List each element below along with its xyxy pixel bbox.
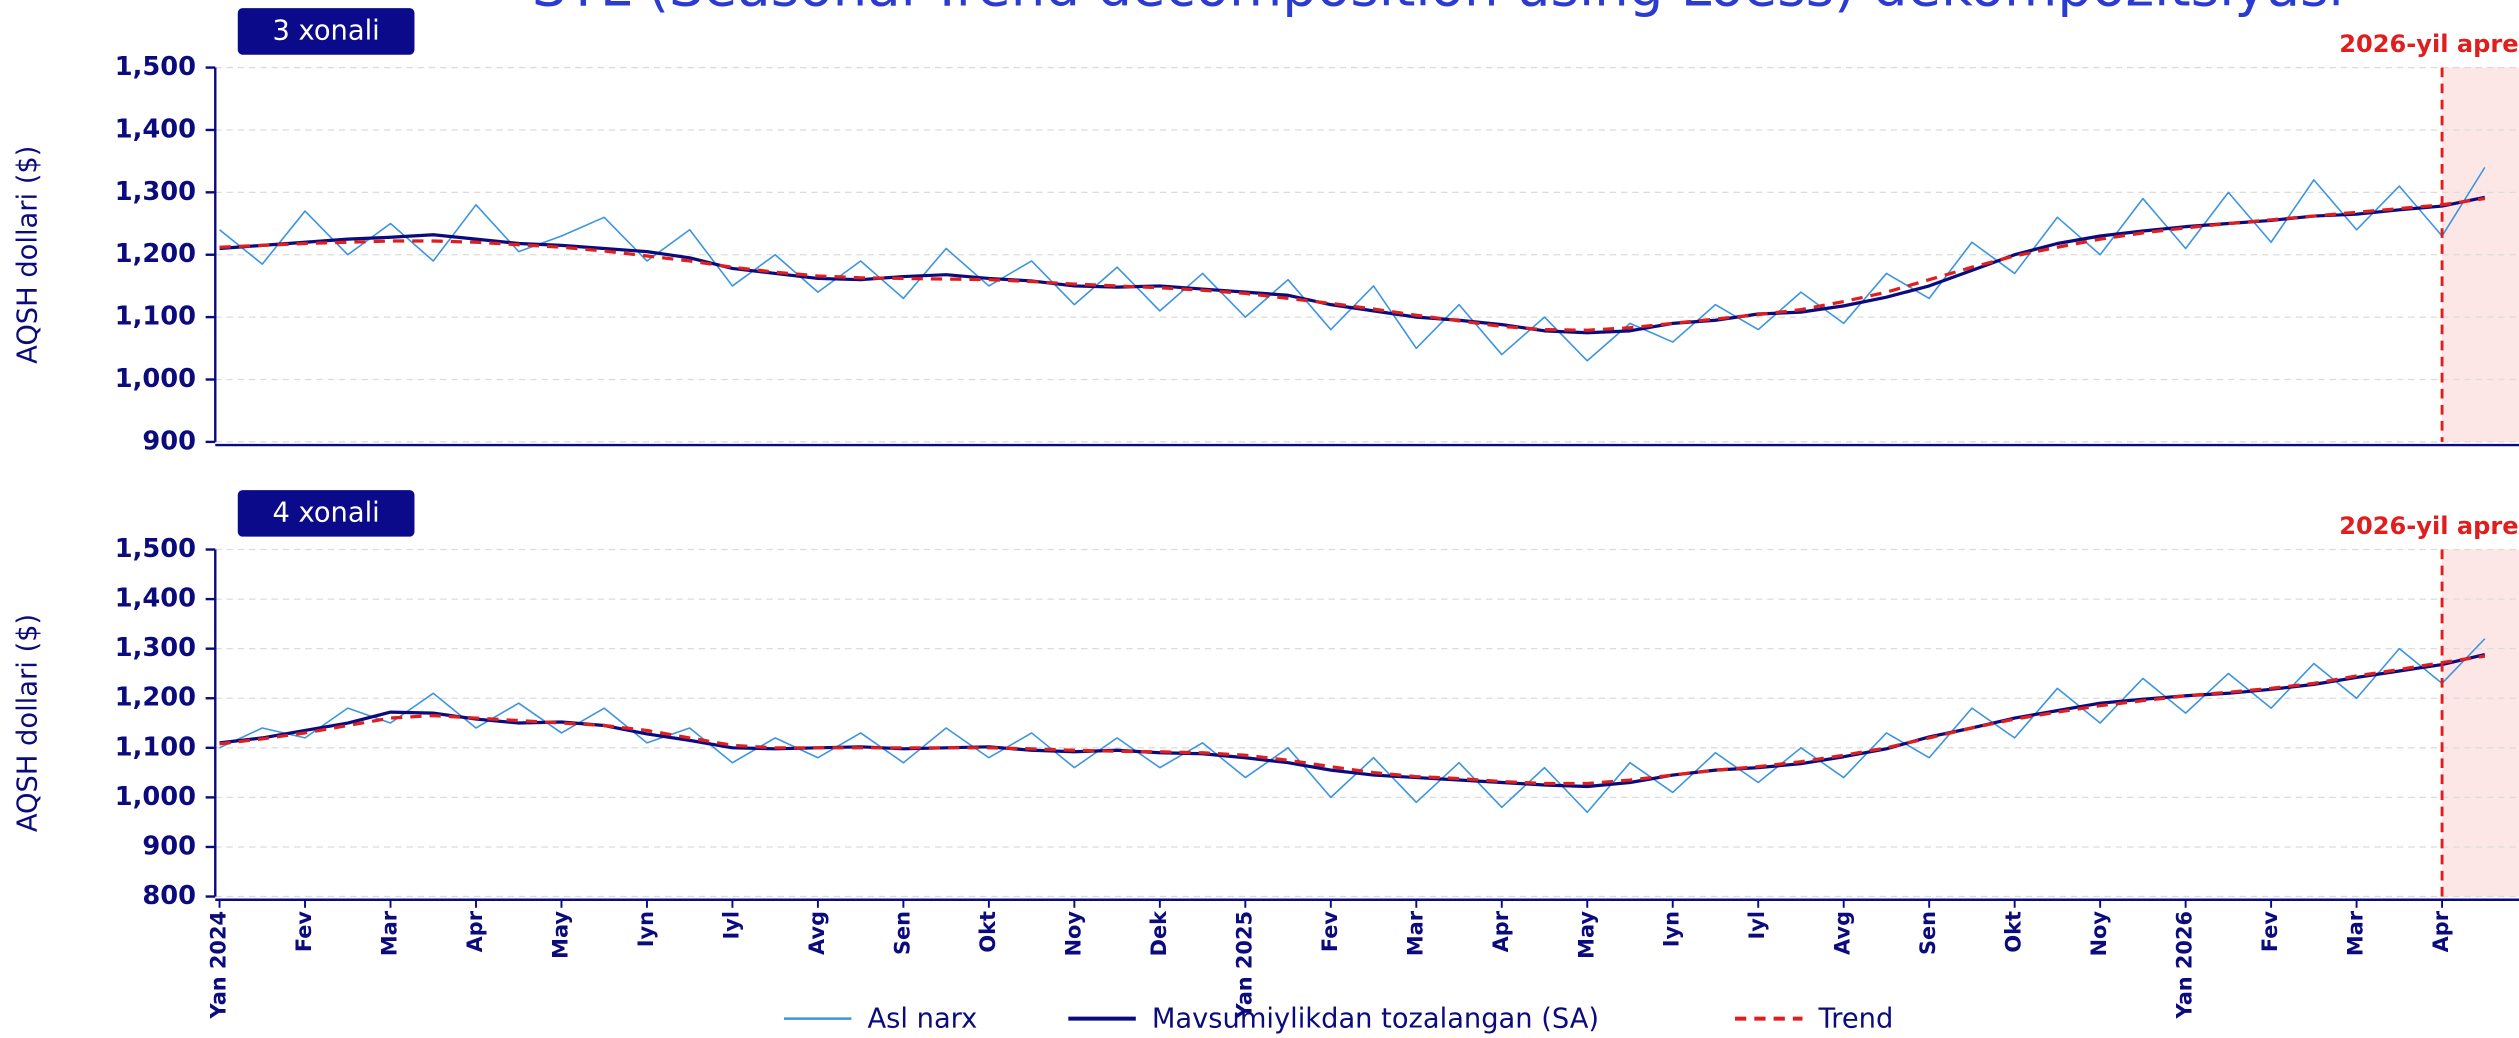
x-tick-label: Fev bbox=[2258, 911, 2282, 953]
panel-badge bbox=[237, 490, 415, 537]
x-tick-label: Mar bbox=[2344, 910, 2368, 956]
y-tick-label: 900 bbox=[142, 426, 196, 456]
x-tick-label: Noy bbox=[1061, 911, 1085, 957]
y-tick-label: 1,500 bbox=[115, 52, 196, 82]
y-tick-label: 1,100 bbox=[115, 732, 196, 762]
y-tick-label: 1,300 bbox=[115, 177, 196, 207]
x-tick-label: Yan 2026 bbox=[2173, 911, 2197, 1020]
x-tick-label: May bbox=[1574, 911, 1598, 959]
panel-title: 3 xonali bbox=[272, 16, 379, 47]
x-tick-label: Iyn bbox=[1660, 911, 1684, 947]
y-tick-label: 1,000 bbox=[115, 782, 196, 812]
legend-label: Mavsumiylikdan tozalangan (SA) bbox=[1152, 1004, 1599, 1035]
y-tick-label: 1,200 bbox=[115, 239, 196, 269]
y-tick-label: 1,000 bbox=[115, 364, 196, 394]
series-line bbox=[219, 166, 2486, 362]
x-tick-label: Sen bbox=[1916, 911, 1940, 955]
series-line bbox=[219, 653, 2486, 789]
y-tick-label: 800 bbox=[142, 881, 196, 911]
page-title: STL (Seasonal-Trend decomposition using … bbox=[532, 0, 2344, 19]
x-tick-label: Okt bbox=[976, 911, 1000, 953]
x-tick-label: Avg bbox=[805, 911, 829, 955]
y-tick-label: 1,300 bbox=[115, 633, 196, 663]
panel-title: 4 xonali bbox=[272, 498, 379, 529]
legend-label: Trend bbox=[1818, 1004, 1894, 1035]
series-line bbox=[219, 638, 2486, 814]
x-tick-label: Iyl bbox=[1745, 911, 1769, 940]
annotation-label: 2026-yil aprel bbox=[2339, 512, 2519, 540]
y-tick-label: 1,500 bbox=[115, 534, 196, 564]
forecast-shade bbox=[2442, 549, 2519, 897]
x-tick-label: Yan 2024 bbox=[207, 911, 231, 1020]
x-tick-label: Mar bbox=[378, 910, 402, 956]
x-tick-label: Avg bbox=[1831, 911, 1855, 955]
x-tick-label: Iyl bbox=[719, 911, 743, 940]
x-tick-label: Dek bbox=[1147, 910, 1171, 956]
x-tick-label: Fev bbox=[1318, 911, 1342, 953]
x-tick-label: Sen bbox=[890, 911, 914, 955]
x-tick-label: Yan 2025 bbox=[1232, 911, 1256, 1020]
x-tick-label: Apr bbox=[2429, 910, 2453, 952]
series-line bbox=[219, 195, 2486, 335]
annotation-label: 2026-yil aprel bbox=[2339, 30, 2519, 58]
x-tick-label: Fev bbox=[292, 911, 316, 953]
y-axis-label: AQSH dollari ($) bbox=[12, 614, 43, 832]
x-tick-label: Iyn bbox=[634, 911, 658, 947]
x-tick-label: Mar bbox=[1403, 910, 1427, 956]
x-tick-label: Okt bbox=[2002, 911, 2026, 953]
y-axis-label: AQSH dollari ($) bbox=[12, 146, 43, 364]
y-tick-label: 1,400 bbox=[115, 584, 196, 614]
series-line bbox=[219, 196, 2486, 332]
x-tick-label: Noy bbox=[2087, 911, 2111, 957]
x-tick-label: Apr bbox=[463, 910, 487, 952]
x-tick-label: Apr bbox=[1489, 910, 1513, 952]
y-tick-label: 1,200 bbox=[115, 683, 196, 713]
legend-label: Asl narx bbox=[868, 1004, 978, 1035]
panel-badge bbox=[237, 8, 415, 55]
y-tick-label: 1,100 bbox=[115, 302, 196, 332]
y-tick-label: 1,400 bbox=[115, 114, 196, 144]
x-tick-label: May bbox=[548, 911, 572, 959]
series-line bbox=[219, 654, 2486, 786]
y-tick-label: 900 bbox=[142, 831, 196, 861]
